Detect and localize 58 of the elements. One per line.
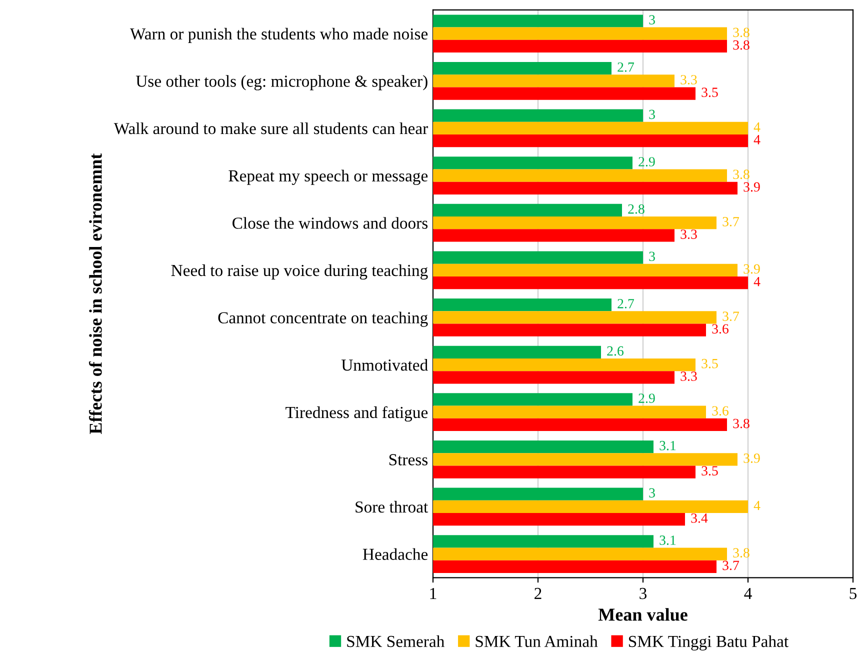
y-tick-label: Sore throat — [356, 500, 428, 513]
y-tick-label: Repeat my speech or message — [228, 170, 428, 185]
data-label: 3 — [649, 15, 655, 24]
y-tick-label: Use other tools (eg: microphone & speaker) — [136, 75, 428, 90]
data-label: 3.3 — [680, 230, 697, 240]
y-axis-title: Effects of noise in school evironemnt — [88, 153, 102, 434]
y-tick-label: Tiredness and fatigue — [286, 406, 428, 422]
y-tick-label: Warn or punish the students who made noise — [130, 28, 428, 43]
data-label: 3.8 — [733, 40, 750, 50]
legend-label: SMK Tun Aminah — [476, 635, 598, 648]
x-tick-label: 4 — [744, 588, 752, 599]
data-label: 3.1 — [660, 440, 676, 450]
x-tick-label: 5 — [850, 588, 857, 600]
y-tick-label: Stress — [389, 454, 428, 466]
y-tick-label: Need to raise up voice during teaching — [171, 264, 428, 280]
data-label: 2.7 — [618, 299, 634, 308]
data-label: 4 — [754, 276, 760, 286]
data-label: 3 — [649, 110, 655, 120]
data-label: 3.7 — [722, 312, 740, 322]
data-label: 3.5 — [702, 358, 718, 368]
y-tick-label: Unmotivated — [341, 359, 428, 371]
data-label: 3.9 — [744, 454, 760, 463]
x-axis-title: Mean value — [598, 608, 688, 621]
data-label: 3.9 — [744, 182, 760, 192]
data-label: 2.8 — [628, 204, 644, 214]
x-tick-label: 1 — [430, 588, 436, 599]
data-label: 2.9 — [638, 394, 655, 404]
data-label: 2.6 — [607, 346, 624, 356]
data-label: 3.7 — [722, 217, 740, 226]
data-label: 4 — [754, 500, 760, 510]
data-label: 2.7 — [618, 62, 634, 72]
data-label: 3.9 — [744, 264, 760, 274]
y-tick-label: Close the windows and doors — [232, 217, 428, 229]
legend-label: SMK Tinggi Batu Pahat — [629, 635, 788, 651]
data-label: 3.5 — [702, 466, 718, 476]
data-label: 3.8 — [733, 548, 750, 558]
data-label: 3.6 — [712, 406, 729, 416]
legend-label: SMK Semerah — [347, 635, 444, 648]
data-label: 3.8 — [733, 28, 750, 38]
data-label: 3.3 — [680, 75, 697, 84]
data-label: 3.8 — [733, 170, 750, 180]
data-label: 3.7 — [722, 560, 740, 570]
data-label: 3.4 — [691, 513, 708, 523]
x-tick-label: 2 — [534, 588, 542, 599]
data-label: 3.1 — [660, 536, 676, 545]
y-tick-label: Headache — [362, 548, 428, 560]
data-label: 4 — [754, 122, 760, 132]
data-label: 2.9 — [638, 157, 655, 166]
data-label: 3.3 — [680, 372, 697, 381]
data-label: 3.8 — [733, 418, 750, 428]
data-label: 3.5 — [702, 88, 718, 98]
data-label: 3 — [649, 488, 655, 498]
x-tick-label: 3 — [640, 588, 647, 600]
data-label: 3 — [649, 252, 655, 262]
data-label: 4 — [754, 135, 760, 144]
y-tick-label: Walk around to make sure all students can hear — [114, 122, 428, 134]
data-label: 3.6 — [712, 324, 729, 334]
y-tick-label: Cannot concentrate on teaching — [218, 312, 428, 327]
